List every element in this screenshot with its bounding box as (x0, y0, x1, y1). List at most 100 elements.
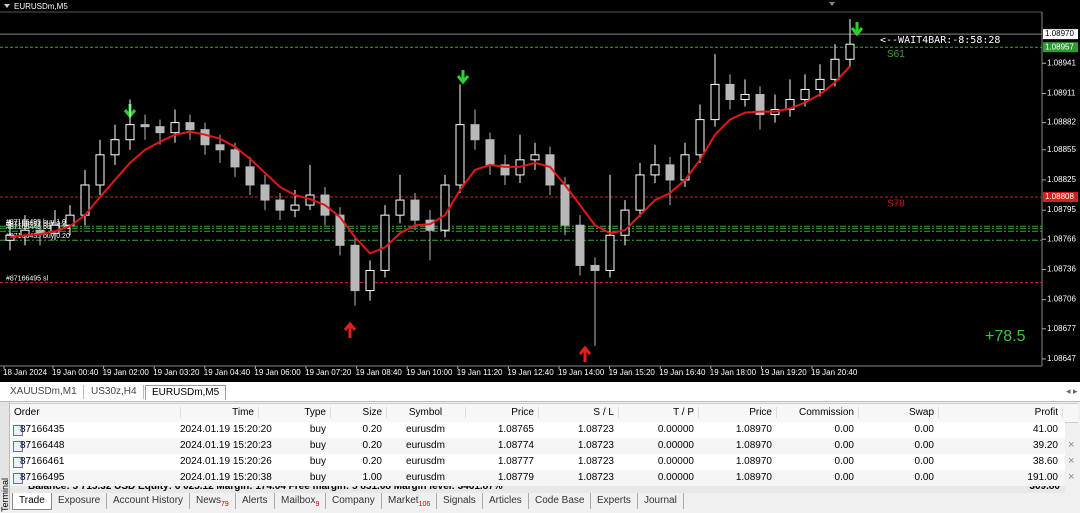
candle-body (245, 166, 255, 186)
y-tick-label: 1.08825 (1047, 175, 1076, 184)
column-header[interactable]: Type (262, 407, 331, 418)
level-label: #87166495 sl (6, 275, 48, 282)
close-button[interactable]: × (1068, 471, 1075, 483)
cell: 0.20 (362, 440, 382, 451)
position-row[interactable]: 87166448 2024.01.19 15:20:23 buy 0.20 eurusd… (10, 438, 1074, 455)
x-tick-label: 19 Jan 00:40 (52, 368, 99, 377)
cell: 0.00 (834, 424, 854, 435)
column-header[interactable]: Time (180, 407, 259, 418)
column-header[interactable]: Price (698, 407, 777, 418)
row-icon (13, 441, 23, 452)
candle-body (710, 83, 720, 121)
x-tick-label: 19 Jan 08:40 (356, 368, 403, 377)
scroll-arrows[interactable]: ◂ ▸ (1066, 386, 1078, 396)
tab-label: Account History (113, 495, 184, 506)
tab-label: Company (332, 495, 375, 506)
column-header[interactable]: Swap (858, 407, 939, 418)
buy-signal-arrow (456, 70, 470, 85)
terminal-label: Terminal (0, 477, 11, 513)
candle-body (695, 119, 705, 156)
column-header[interactable]: Commission (776, 407, 859, 418)
symbol-tab[interactable]: US30z,H4 (85, 385, 144, 399)
price-tag: 1.08957 (1045, 42, 1074, 51)
row-icon (13, 473, 23, 484)
terminal-tab[interactable]: Journal (638, 493, 684, 509)
tab-label: Signals (443, 495, 476, 506)
symbol-tab[interactable]: XAUUSDm,M1 (4, 385, 84, 399)
cell: 87166495 (20, 472, 65, 483)
level-label: #87166448 buy 0.20 (6, 224, 70, 231)
close-button[interactable]: × (1068, 455, 1075, 467)
column-header[interactable]: Size (330, 407, 387, 418)
cell: 1.08765 (497, 424, 534, 435)
close-button[interactable]: × (1068, 439, 1075, 451)
candle-body (410, 199, 420, 221)
x-tick-label: 19 Jan 04:40 (204, 368, 251, 377)
terminal-tab[interactable]: Company (326, 493, 382, 509)
column-header[interactable]: Price (465, 407, 539, 418)
cell: 41.00 (1032, 424, 1058, 435)
terminal-tab[interactable]: Exposure (52, 493, 108, 509)
cell: eurusdm (406, 472, 445, 483)
cell: 1.08970 (735, 440, 772, 451)
tab-label: Market (388, 495, 419, 506)
position-row[interactable]: 87166461 2024.01.19 15:20:26 buy 0.20 eurusd… (10, 454, 1074, 471)
terminal-tab[interactable]: Code Base (529, 493, 592, 509)
cell: buy (309, 456, 326, 467)
cell: 1.08777 (497, 456, 534, 467)
price-tag-box (1043, 29, 1078, 40)
candle-body (440, 184, 450, 231)
candle-body (725, 83, 735, 100)
position-row[interactable]: 87166435 2024.01.19 15:20:20 buy 0.20 eurusd… (10, 422, 1065, 439)
moving-average (9, 65, 851, 255)
cell: 2024.01.19 15:20:38 (180, 472, 272, 483)
terminal-tab[interactable]: Market106 (382, 493, 438, 509)
level-label: #87166495 buy 1.00 (6, 219, 70, 226)
chart-menu-icon[interactable] (4, 4, 10, 8)
terminal-tab[interactable]: Articles (483, 493, 529, 509)
tab-label: Articles (489, 495, 522, 506)
cell: 1.08970 (735, 456, 772, 467)
y-tick-label: 1.08911 (1047, 89, 1076, 98)
terminal-tab[interactable]: News79 (190, 493, 236, 509)
terminal-tab[interactable]: Signals (437, 493, 483, 509)
cell: 1.08970 (735, 472, 772, 483)
candle-body (215, 144, 225, 151)
terminal-tab[interactable]: Mailbox9 (275, 493, 327, 509)
cell: 0.20 (362, 424, 382, 435)
cell: 87166448 (20, 440, 65, 451)
candle-body (95, 154, 105, 186)
tab-label: Exposure (58, 495, 101, 506)
column-header[interactable]: Symbol (390, 407, 466, 418)
cell: 2024.01.19 15:20:26 (180, 456, 272, 467)
tab-badge: 106 (418, 501, 431, 508)
column-header[interactable]: Profit (938, 407, 1063, 418)
cell: eurusdm (406, 440, 445, 451)
terminal-tab[interactable]: Experts (591, 493, 638, 509)
column-header[interactable]: T / P (618, 407, 699, 418)
terminal-tab[interactable]: Account History (107, 493, 191, 509)
candle-body (470, 124, 480, 141)
x-tick-label: 18 Jan 2024 (3, 368, 48, 377)
tab-label: Mailbox (281, 495, 316, 506)
cell: 2024.01.19 15:20:20 (180, 424, 272, 435)
column-header[interactable]: Order (14, 407, 181, 418)
cell: 0.00000 (657, 472, 694, 483)
cell: eurusdm (406, 424, 445, 435)
candle-body (170, 122, 180, 134)
symbol-tab[interactable]: EURUSDm,M5 (145, 385, 227, 400)
tab-badge: 9 (315, 501, 320, 508)
cell: 0.00 (914, 456, 934, 467)
bar-timer: <--WAIT4BAR:-8:58:28 (880, 35, 1000, 46)
column-header[interactable]: S / L (540, 407, 619, 418)
candle-body (650, 164, 660, 176)
cell: 0.00 (914, 424, 934, 435)
cell: buy (309, 440, 326, 451)
cell: 38.60 (1032, 456, 1058, 467)
total-profit: 309.80 (1029, 486, 1060, 492)
position-row[interactable]: 87166495 2024.01.19 15:20:38 buy 1.00 eurusd… (10, 470, 1074, 487)
side-bar: Terminal (0, 402, 11, 513)
terminal-tab[interactable]: Alerts (236, 493, 275, 509)
terminal-tab[interactable]: Trade (12, 493, 52, 510)
